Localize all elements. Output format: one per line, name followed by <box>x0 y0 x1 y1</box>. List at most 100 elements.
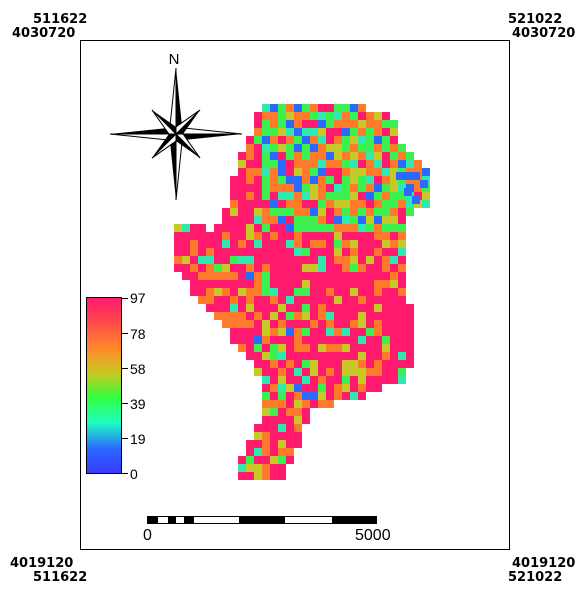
raster-cell <box>302 176 310 184</box>
raster-cell <box>302 352 310 360</box>
raster-cell <box>294 192 302 200</box>
raster-cell <box>326 384 334 392</box>
raster-cell <box>302 232 310 240</box>
raster-cell <box>230 248 238 256</box>
raster-cell <box>350 144 358 152</box>
raster-cell <box>198 280 206 288</box>
raster-cell <box>390 184 398 192</box>
raster-cell <box>318 400 326 408</box>
raster-cell <box>206 304 214 312</box>
raster-cell <box>374 352 382 360</box>
raster-cell <box>358 120 366 128</box>
raster-cell <box>238 296 246 304</box>
raster-cell <box>334 144 342 152</box>
raster-cell <box>374 128 382 136</box>
raster-cell <box>302 200 310 208</box>
raster-cell <box>310 136 318 144</box>
raster-cell <box>286 184 294 192</box>
raster-cell <box>262 224 270 232</box>
raster-cell <box>278 208 286 216</box>
raster-cell <box>262 136 270 144</box>
raster-cell <box>270 104 278 112</box>
raster-cell <box>254 160 262 168</box>
raster-cell <box>278 112 286 120</box>
raster-cell <box>334 200 342 208</box>
raster-cell <box>382 368 390 376</box>
raster-cell <box>414 184 422 192</box>
legend-label-19: 19 <box>130 431 146 447</box>
raster-cell <box>358 112 366 120</box>
raster-cell <box>350 368 358 376</box>
raster-cell <box>230 240 238 248</box>
raster-cell <box>278 256 286 264</box>
raster-cell <box>278 272 286 280</box>
raster-cell <box>270 280 278 288</box>
legend-color-bar <box>86 297 122 474</box>
raster-cell <box>286 400 294 408</box>
raster-cell <box>278 104 286 112</box>
raster-cell <box>374 176 382 184</box>
raster-cell <box>302 136 310 144</box>
raster-cell <box>310 184 318 192</box>
raster-cell <box>230 200 238 208</box>
raster-cell <box>366 304 374 312</box>
raster-cell <box>302 328 310 336</box>
raster-cell <box>270 272 278 280</box>
raster-cell <box>310 240 318 248</box>
raster-cell <box>326 320 334 328</box>
raster-cell <box>382 256 390 264</box>
raster-cell <box>278 152 286 160</box>
raster-cell <box>390 152 398 160</box>
raster-cell <box>374 384 382 392</box>
raster-cell <box>246 328 254 336</box>
raster-cell <box>350 256 358 264</box>
raster-cell <box>334 216 342 224</box>
raster-cell <box>270 336 278 344</box>
raster-cell <box>294 112 302 120</box>
raster-cell <box>286 440 294 448</box>
raster-cell <box>198 240 206 248</box>
raster-cell <box>406 208 414 216</box>
raster-cell <box>350 296 358 304</box>
raster-cell <box>294 384 302 392</box>
raster-cell <box>278 336 286 344</box>
raster-cell <box>390 376 398 384</box>
raster-cell <box>294 352 302 360</box>
raster-cell <box>190 224 198 232</box>
raster-cell <box>294 296 302 304</box>
raster-cell <box>366 224 374 232</box>
raster-cell <box>358 184 366 192</box>
raster-cell <box>238 160 246 168</box>
raster-cell <box>222 272 230 280</box>
raster-cell <box>262 384 270 392</box>
raster-cell <box>358 152 366 160</box>
raster-cell <box>214 232 222 240</box>
raster-cell <box>286 392 294 400</box>
raster-cell <box>326 160 334 168</box>
raster-cell <box>222 216 230 224</box>
raster-cell <box>390 264 398 272</box>
raster-cell <box>294 328 302 336</box>
raster-cell <box>262 360 270 368</box>
raster-cell <box>230 224 238 232</box>
raster-cell <box>270 472 278 480</box>
raster-cell <box>334 328 342 336</box>
raster-cell <box>326 312 334 320</box>
raster-cell <box>406 304 414 312</box>
raster-cell <box>342 384 350 392</box>
raster-cell <box>334 112 342 120</box>
raster-cell <box>358 248 366 256</box>
raster-cell <box>206 256 214 264</box>
raster-cell <box>366 360 374 368</box>
raster-cell <box>294 120 302 128</box>
raster-cell <box>342 248 350 256</box>
raster-cell <box>390 224 398 232</box>
raster-cell <box>206 232 214 240</box>
raster-cell <box>294 408 302 416</box>
raster-cell <box>310 120 318 128</box>
raster-cell <box>302 168 310 176</box>
raster-cell <box>262 464 270 472</box>
raster-cell <box>342 240 350 248</box>
raster-cell <box>342 272 350 280</box>
